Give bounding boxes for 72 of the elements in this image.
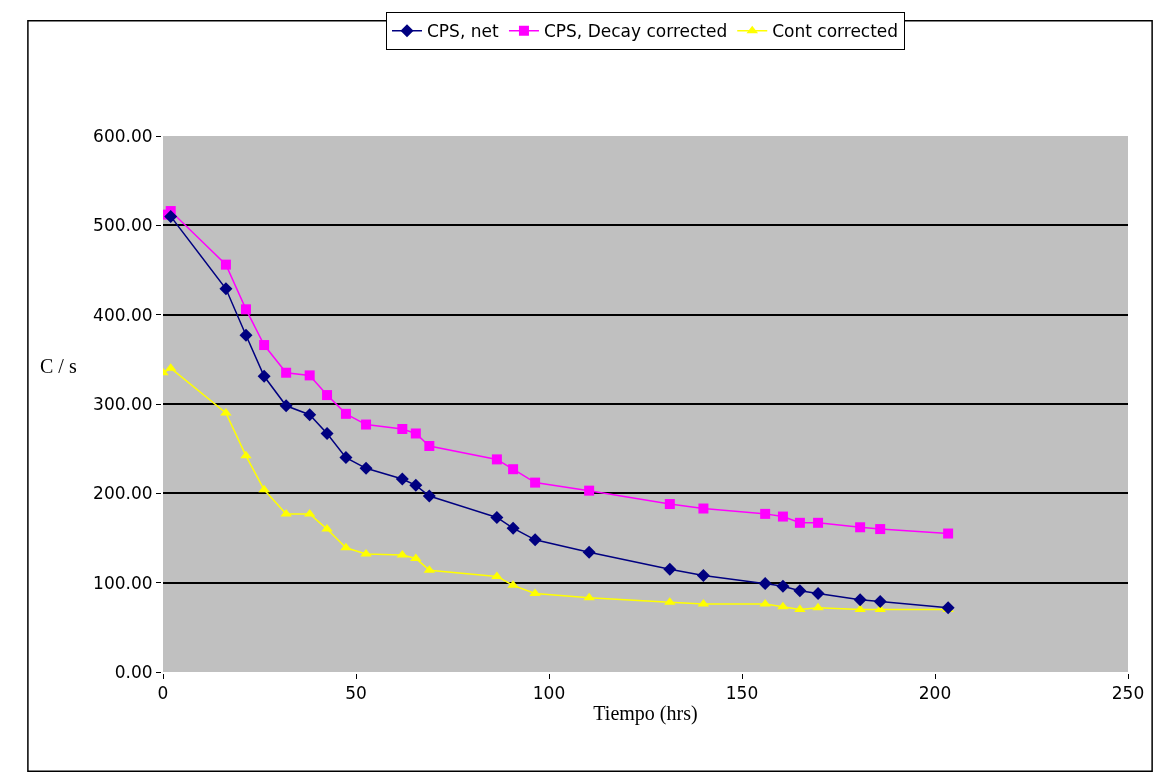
point [220, 259, 231, 270]
point [777, 601, 789, 610]
point [281, 367, 292, 378]
point [794, 517, 805, 528]
point [943, 528, 954, 539]
point [164, 209, 178, 223]
x-tick-label: 0 [157, 683, 169, 704]
point [491, 454, 502, 465]
point [279, 399, 293, 413]
point [339, 451, 353, 465]
point [664, 499, 675, 510]
point [424, 440, 435, 451]
y-axis-title: C / s [40, 355, 77, 377]
x-tick-label: 100 [532, 683, 566, 704]
point [873, 594, 887, 608]
point [409, 478, 423, 492]
point [340, 408, 351, 419]
x-tick-label: 150 [725, 683, 759, 704]
x-axis-title: Tiempo (hrs) [593, 702, 698, 726]
point [777, 511, 788, 522]
point [361, 419, 372, 430]
point [508, 464, 519, 475]
point [698, 503, 709, 514]
point [395, 472, 409, 486]
point [359, 461, 373, 475]
x-tick-label: 250 [1111, 683, 1145, 704]
point [240, 450, 252, 459]
y-tick-label: 500.00 [93, 215, 153, 236]
point [793, 584, 807, 598]
point [696, 569, 710, 583]
x-tick-label: 50 [345, 683, 367, 704]
point [322, 390, 333, 401]
point [855, 522, 866, 533]
y-tick-label: 100.00 [93, 572, 153, 593]
y-tick-label: 400.00 [93, 304, 153, 325]
point [582, 545, 596, 559]
legend-label: CPS, Decay corrected [543, 21, 728, 42]
point [258, 484, 270, 493]
point [875, 524, 886, 535]
point [257, 369, 271, 383]
point [340, 542, 352, 551]
point [758, 577, 772, 591]
point [812, 602, 824, 611]
point [219, 282, 233, 296]
point [303, 408, 317, 422]
y-tick-label: 600.00 [93, 125, 153, 146]
point [490, 510, 504, 524]
y-tick-label: 0.00 [114, 661, 153, 682]
point [584, 485, 595, 496]
point [760, 508, 771, 519]
x-tick-label: 200 [918, 683, 952, 704]
point [776, 579, 790, 593]
point [410, 428, 421, 439]
y-tick-label: 300.00 [93, 393, 153, 414]
point [259, 340, 270, 351]
legend-label: Cont corrected [772, 21, 899, 42]
point [811, 586, 825, 600]
y-tick-label: 200.00 [93, 483, 153, 504]
point [813, 517, 824, 528]
point [663, 562, 677, 576]
point [422, 489, 436, 503]
point [506, 521, 520, 535]
point [410, 553, 422, 562]
point [240, 304, 251, 315]
point [304, 370, 315, 381]
point [853, 593, 867, 607]
point [530, 477, 541, 488]
point [239, 328, 253, 342]
point [320, 426, 334, 440]
point [397, 424, 408, 435]
legend-label: CPS, net [427, 21, 499, 42]
point [528, 533, 542, 547]
